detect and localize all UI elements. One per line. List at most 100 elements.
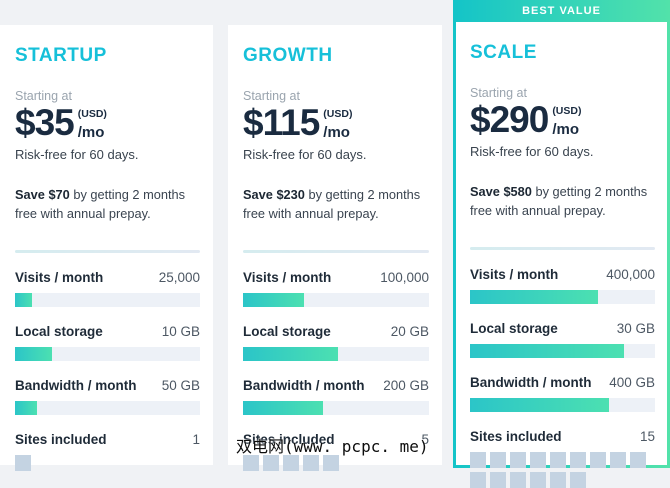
feature-label: Sites included (243, 432, 335, 448)
currency-note: (USD) (77, 108, 107, 120)
feature-value: 50 GB (161, 378, 200, 394)
save-rest: by getting 2 months free with annual pre… (470, 184, 648, 218)
site-squares (243, 455, 427, 472)
feature-bandwidth: Bandwidth / month 50 GB (15, 378, 200, 416)
price-block: $35 (USD) /mo (15, 104, 200, 142)
risk-free-text: Risk-free for 60 days. (243, 147, 367, 162)
site-square (510, 472, 526, 488)
price-side: (USD) /mo (74, 104, 107, 142)
feature-bandwidth: Bandwidth / month 400 GB (470, 375, 655, 413)
site-square (490, 472, 506, 488)
feature-label: Sites included (15, 432, 107, 448)
metric-bar-track (15, 401, 200, 416)
divider (470, 247, 655, 251)
feature-bandwidth: Bandwidth / month 200 GB (243, 378, 429, 416)
site-square (243, 455, 259, 472)
feature-sites: Sites included 1 (15, 432, 200, 472)
feature-visits: Visits / month 400,000 (470, 267, 655, 305)
watermark-text: 双电网(www. pcpc. me) (236, 437, 429, 456)
pricing-card-scale-wrapper: BEST VALUE SCALE Starting at $290 (USD) … (453, 0, 670, 488)
site-square (570, 472, 586, 488)
site-square (550, 472, 566, 488)
feature-label: Bandwidth / month (243, 378, 365, 394)
metric-bar-track (470, 290, 655, 305)
metric-bar-fill (243, 347, 338, 362)
feature-label: Bandwidth / month (15, 378, 137, 394)
per-month-label: /mo (77, 124, 105, 141)
plan-title: GROWTH (243, 45, 333, 66)
pricing-card-startup: STARTUP Starting at $35 (USD) /mo Risk-f… (0, 25, 213, 472)
feature-label: Visits / month (470, 267, 559, 283)
feature-label: Visits / month (243, 270, 332, 286)
site-square (630, 452, 646, 469)
price-side: (USD) /mo (319, 104, 352, 142)
site-square (610, 452, 626, 469)
feature-visits: Visits / month 100,000 (243, 270, 429, 308)
feature-storage: Local storage 10 GB (15, 324, 200, 362)
feature-value: 1 (192, 432, 200, 448)
feature-value: 5 (421, 432, 429, 448)
feature-value: 30 GB (616, 321, 655, 337)
price-block: $290 (USD) /mo (470, 101, 655, 139)
save-amount: Save $70 (15, 187, 70, 202)
save-amount: Save $580 (470, 184, 532, 199)
feature-value: 100,000 (380, 270, 429, 286)
site-square (470, 452, 486, 469)
metric-bar-fill (243, 401, 323, 416)
starting-at-label: Starting at (15, 89, 72, 103)
metric-bar-track (243, 401, 429, 416)
feature-value: 25,000 (158, 270, 200, 286)
metric-bar-fill (470, 398, 609, 413)
save-amount: Save $230 (243, 187, 305, 202)
currency-note: (USD) (552, 105, 582, 117)
metric-bar-fill (243, 293, 305, 308)
metric-bar-fill (15, 347, 52, 362)
risk-free-text: Risk-free for 60 days. (470, 144, 594, 159)
plan-title: STARTUP (15, 45, 107, 66)
site-square (323, 455, 339, 472)
divider (15, 250, 200, 254)
feature-storage: Local storage 20 GB (243, 324, 429, 362)
save-rest: by getting 2 months free with annual pre… (243, 187, 421, 221)
feature-visits: Visits / month 25,000 (15, 270, 200, 308)
save-text: Save $70 by getting 2 months free with a… (15, 186, 200, 223)
pricing-card-scale: SCALE Starting at $290 (USD) /mo Risk-fr… (456, 22, 667, 488)
feature-label: Visits / month (15, 270, 104, 286)
site-squares (470, 452, 654, 488)
price-amount: $115 (243, 102, 320, 143)
site-square (590, 452, 606, 469)
feature-value: 15 (639, 429, 655, 445)
starting-at-label: Starting at (470, 86, 527, 100)
metric-bar-track (15, 347, 200, 362)
metric-bar-track (470, 398, 655, 413)
site-square (570, 452, 586, 469)
price-side: (USD) /mo (548, 101, 581, 139)
feature-value: 400,000 (606, 267, 655, 283)
feature-storage: Local storage 30 GB (470, 321, 655, 359)
metric-bar-fill (470, 344, 624, 359)
feature-value: 10 GB (161, 324, 200, 340)
per-month-label: /mo (323, 124, 350, 141)
site-square (490, 452, 506, 469)
feature-label: Local storage (470, 321, 558, 337)
feature-sites: Sites included 5 (243, 432, 429, 472)
site-square (530, 452, 546, 469)
metric-bar-track (470, 344, 655, 359)
site-square (470, 472, 486, 488)
price-amount: $35 (15, 102, 75, 143)
metric-bar-fill (15, 293, 32, 308)
site-squares (15, 455, 199, 472)
save-text: Save $580 by getting 2 months free with … (470, 183, 655, 220)
feature-label: Bandwidth / month (470, 375, 592, 391)
metric-bar-track (243, 293, 429, 308)
feature-label: Local storage (15, 324, 103, 340)
site-square (303, 455, 319, 472)
feature-sites: Sites included 15 (470, 429, 655, 488)
site-square (530, 472, 546, 488)
site-square (550, 452, 566, 469)
plan-title: SCALE (470, 42, 537, 63)
metric-bar-track (243, 347, 429, 362)
metric-bar-fill (15, 401, 38, 416)
feature-value: 400 GB (609, 375, 655, 391)
pricing-card-growth: GROWTH Starting at $115 (USD) /mo Risk-f… (228, 25, 442, 472)
